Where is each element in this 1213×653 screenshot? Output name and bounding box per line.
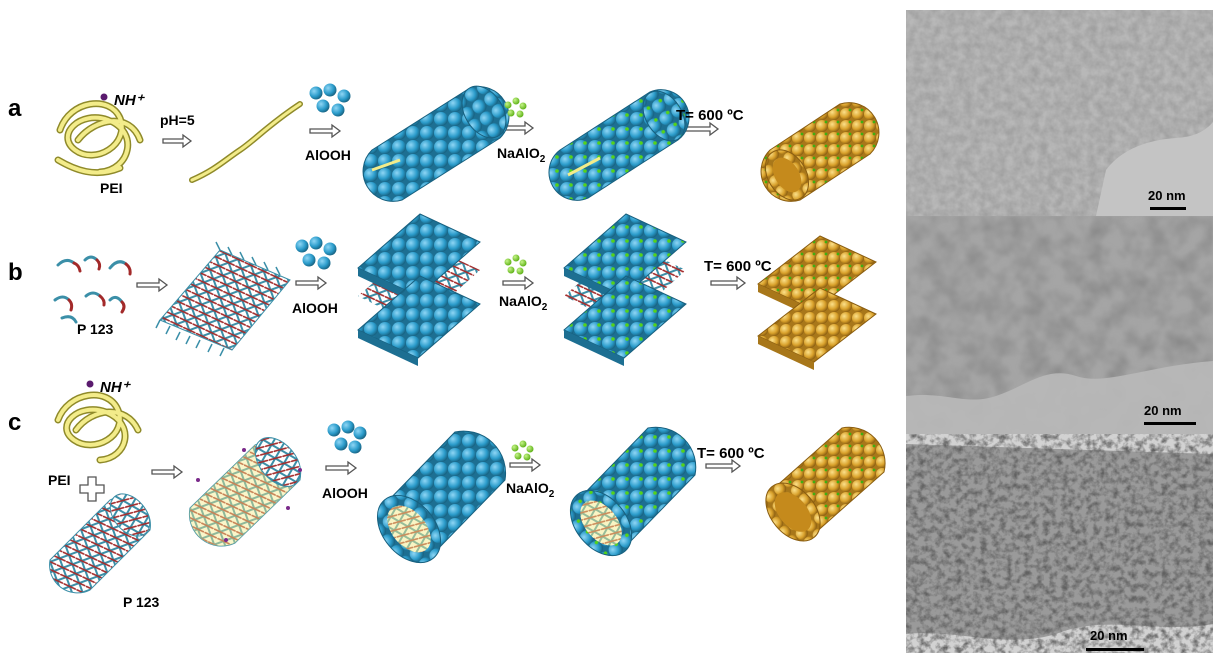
naalo2-label-b: NaAlO2 [499, 293, 548, 313]
process-arrows [136, 120, 747, 480]
synthesis-scheme: a NH⁺ PEI pH=5 AlOOH [8, 83, 886, 610]
row-c: c NH⁺ PEI P 123 [8, 379, 886, 610]
naalo2-particles-a [504, 97, 527, 118]
aloooh-particles-c [327, 420, 367, 454]
arrow-c3 [509, 457, 542, 473]
panel-letter-c: c [8, 409, 21, 436]
arrow-b2 [295, 275, 328, 291]
naalo2-layers-b [563, 213, 687, 366]
calcination-label-c: T= 600 ºC [697, 445, 765, 462]
aloooh-particles-b [295, 236, 337, 270]
arrow-c1 [151, 464, 184, 480]
pei-label-c: PEI [48, 472, 71, 488]
nh-label: NH⁺ [114, 92, 146, 109]
arrow-b3 [502, 275, 535, 291]
p123-label-b: P 123 [77, 321, 114, 337]
pei-label: PEI [100, 180, 123, 196]
arrow-c4 [705, 458, 742, 474]
panel-letter-a: a [8, 95, 22, 122]
tem-image-a: 20 nm [906, 10, 1213, 216]
tem-image-c: 20 nm [906, 434, 1213, 653]
scale-bar-label-a: 20 nm [1148, 188, 1186, 203]
aloooh-label-c: AlOOH [322, 485, 368, 501]
arrow-b4 [710, 275, 747, 291]
arrow-c2 [325, 460, 358, 476]
naalo2-label-c: NaAlO2 [506, 480, 555, 500]
naalo2-particles-b [504, 254, 527, 275]
row-a: a NH⁺ PEI pH=5 AlOOH [8, 83, 880, 202]
p123-cylinder-c [49, 493, 151, 594]
arrow-a1 [162, 133, 193, 149]
arrow-a4 [683, 121, 720, 137]
naalo2-particles-c [511, 440, 534, 461]
scale-bar-label-c: 20 nm [1090, 628, 1128, 643]
alumina-tube-c [765, 426, 886, 542]
naalo2-label-a: NaAlO2 [497, 145, 546, 165]
p123-label-c: P 123 [123, 594, 160, 610]
scale-bar-b [1144, 422, 1196, 425]
nh-dot [100, 93, 108, 101]
alumina-tube-a [760, 102, 880, 202]
naalo2-rod-a [548, 89, 690, 201]
scale-bar-c [1086, 648, 1144, 651]
arrow-a2 [309, 123, 342, 139]
aloooh-tube-c [376, 430, 507, 564]
aloooh-layers-b [357, 213, 481, 366]
plus-icon [79, 476, 105, 502]
scale-bar-label-b: 20 nm [1144, 403, 1182, 418]
tem-image-b: 20 nm [906, 216, 1213, 434]
nh-label-c: NH⁺ [100, 379, 132, 396]
p123-micelle-array [155, 241, 291, 357]
ph-label: pH=5 [160, 112, 195, 128]
aloooh-label-b: AlOOH [292, 300, 338, 316]
naalo2-tube-c [569, 426, 697, 557]
calcination-label-b: T= 600 ºC [704, 258, 772, 275]
scale-bar-a [1150, 207, 1186, 210]
pei-chain [189, 101, 303, 183]
aloooh-particles [309, 83, 351, 117]
panel-letter-b: b [8, 259, 23, 286]
arrow-b1 [136, 277, 169, 293]
p123-chains [53, 255, 132, 324]
aloooh-rod-a [362, 85, 510, 202]
calcination-label-a: T= 600 ºC [676, 107, 744, 124]
composite-micelle [188, 437, 302, 547]
alumina-layers-b [757, 235, 877, 370]
row-b: b P 123 AlOOH [8, 213, 877, 370]
arrow-a3 [502, 120, 535, 136]
aloooh-label-a: AlOOH [305, 147, 351, 163]
